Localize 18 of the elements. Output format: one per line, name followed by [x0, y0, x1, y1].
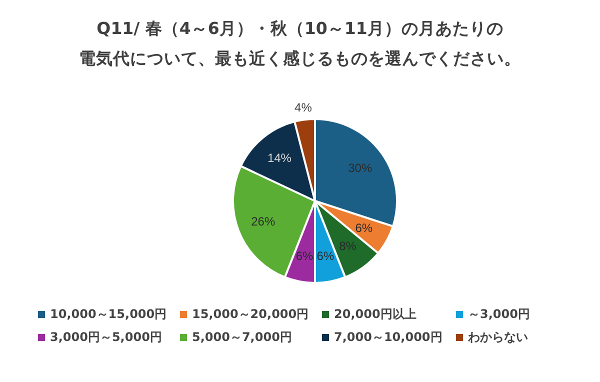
legend-label: 7,000～10,000円: [334, 329, 442, 346]
data-label: 6%: [296, 248, 314, 263]
data-label: 26%: [251, 214, 276, 229]
legend-label: 3,000円～5,000円: [50, 329, 162, 346]
legend-label: 20,000円以上: [334, 306, 416, 323]
legend-label: 15,000～20,000円: [192, 306, 309, 323]
legend-label: ～3,000円: [468, 306, 530, 323]
data-label: 30%: [348, 161, 372, 176]
legend-label: 10,000～15,000円: [50, 306, 167, 323]
legend-label: わからない: [468, 329, 528, 346]
data-label: 8%: [339, 239, 357, 254]
data-label: 6%: [316, 248, 334, 263]
data-label: 4%: [294, 100, 312, 115]
legend-label: 5,000～7,000円: [192, 329, 292, 346]
data-label: 6%: [355, 220, 373, 235]
chart-title: Q11/ 春（4～6月）・秋（10～11月）の月あたりの: [96, 18, 504, 40]
chart-subtitle: 電気代について、最も近く感じるものを選んでください。: [78, 48, 522, 70]
data-label: 14%: [267, 151, 292, 166]
